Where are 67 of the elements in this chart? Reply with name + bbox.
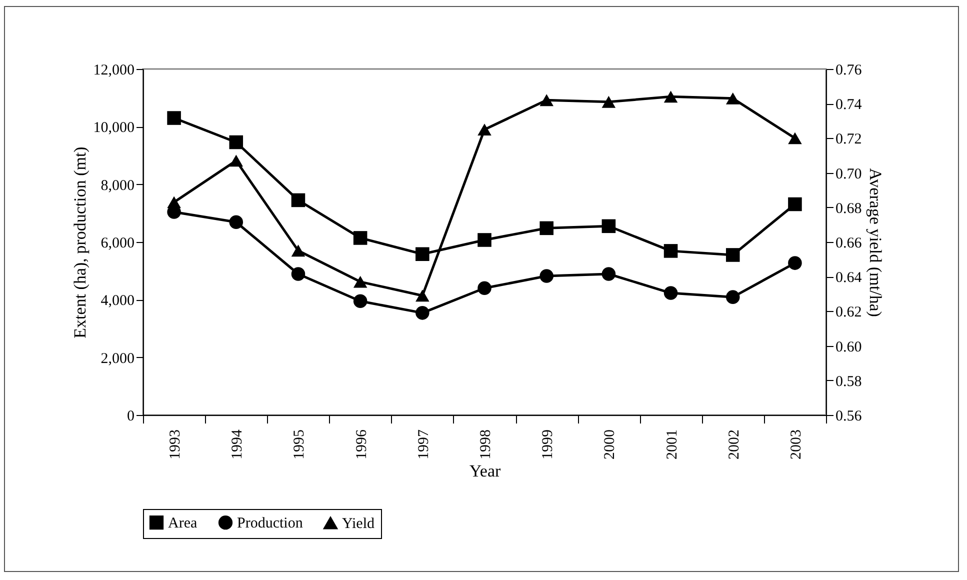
- point: [602, 96, 616, 108]
- point: [726, 92, 740, 104]
- x-tick-label: 2000: [602, 430, 618, 460]
- point: [353, 231, 368, 245]
- y2-tick-label: 0.70: [836, 166, 862, 182]
- point: [229, 135, 244, 150]
- y2-tick-label: 0.60: [836, 339, 862, 356]
- y-tick-label: 2,000: [100, 350, 134, 367]
- x-tick-label: 1997: [416, 429, 432, 460]
- y-tick-label: 10,000: [93, 120, 134, 136]
- point: [726, 290, 740, 304]
- x-tick-label: 1999: [540, 430, 556, 460]
- y-axis-title: Extent (ha), production (mt): [70, 146, 90, 338]
- point: [602, 219, 616, 234]
- point: [726, 248, 740, 262]
- point: [788, 197, 802, 212]
- y-tick-label: 0: [127, 408, 134, 424]
- point: [416, 247, 430, 261]
- point: [229, 215, 244, 229]
- y-tick-label: 6,000: [100, 236, 134, 252]
- x-tick-label: 1993: [168, 430, 184, 460]
- y2-tick-label: 0.66: [836, 236, 862, 252]
- legend-label: Production: [237, 516, 304, 532]
- point: [291, 267, 306, 281]
- y2-tick-label: 0.64: [836, 270, 862, 286]
- point: [416, 290, 430, 302]
- point: [167, 111, 181, 125]
- y2-tick-label: 0.74: [836, 97, 862, 114]
- point: [353, 294, 368, 308]
- point: [540, 221, 554, 236]
- point: [229, 154, 244, 167]
- x-tick-label: 1995: [292, 430, 308, 460]
- point: [478, 124, 492, 136]
- point: [664, 244, 678, 258]
- y2-axis-title: Average yield (mt/ha): [866, 168, 885, 317]
- point: [788, 256, 802, 270]
- y-tick-label: 4,000: [100, 293, 134, 310]
- x-tick-label: 1998: [478, 430, 494, 460]
- y2-tick-label: 0.72: [836, 132, 862, 148]
- point: [478, 233, 492, 247]
- y2-tick-label: 0.68: [836, 200, 862, 217]
- y2-tick-label: 0.56: [836, 408, 862, 424]
- y-tick-label: 8,000: [100, 178, 134, 194]
- x-tick-label: 2001: [664, 430, 680, 460]
- point: [788, 132, 802, 144]
- point: [291, 244, 306, 257]
- x-tick-label: 2003: [788, 430, 804, 460]
- point: [416, 306, 430, 320]
- point: [664, 286, 678, 300]
- legend-label: Yield: [342, 516, 375, 532]
- point: [167, 196, 181, 208]
- x-axis-title: Year: [469, 462, 501, 480]
- y2-tick-label: 0.58: [836, 374, 862, 390]
- point: [353, 276, 368, 288]
- point: [478, 281, 492, 296]
- legend-label: Area: [168, 516, 198, 532]
- x-tick-label: 1994: [230, 429, 246, 460]
- x-tick-label: 1996: [354, 429, 370, 460]
- point: [540, 94, 554, 106]
- point: [540, 269, 554, 283]
- point: [291, 193, 306, 208]
- point: [602, 267, 616, 281]
- point: [664, 90, 678, 103]
- y2-tick-label: 0.76: [836, 62, 862, 78]
- y-tick-label: 12,000: [93, 62, 134, 78]
- y2-tick-label: 0.62: [836, 304, 862, 321]
- x-tick-label: 2002: [726, 430, 742, 460]
